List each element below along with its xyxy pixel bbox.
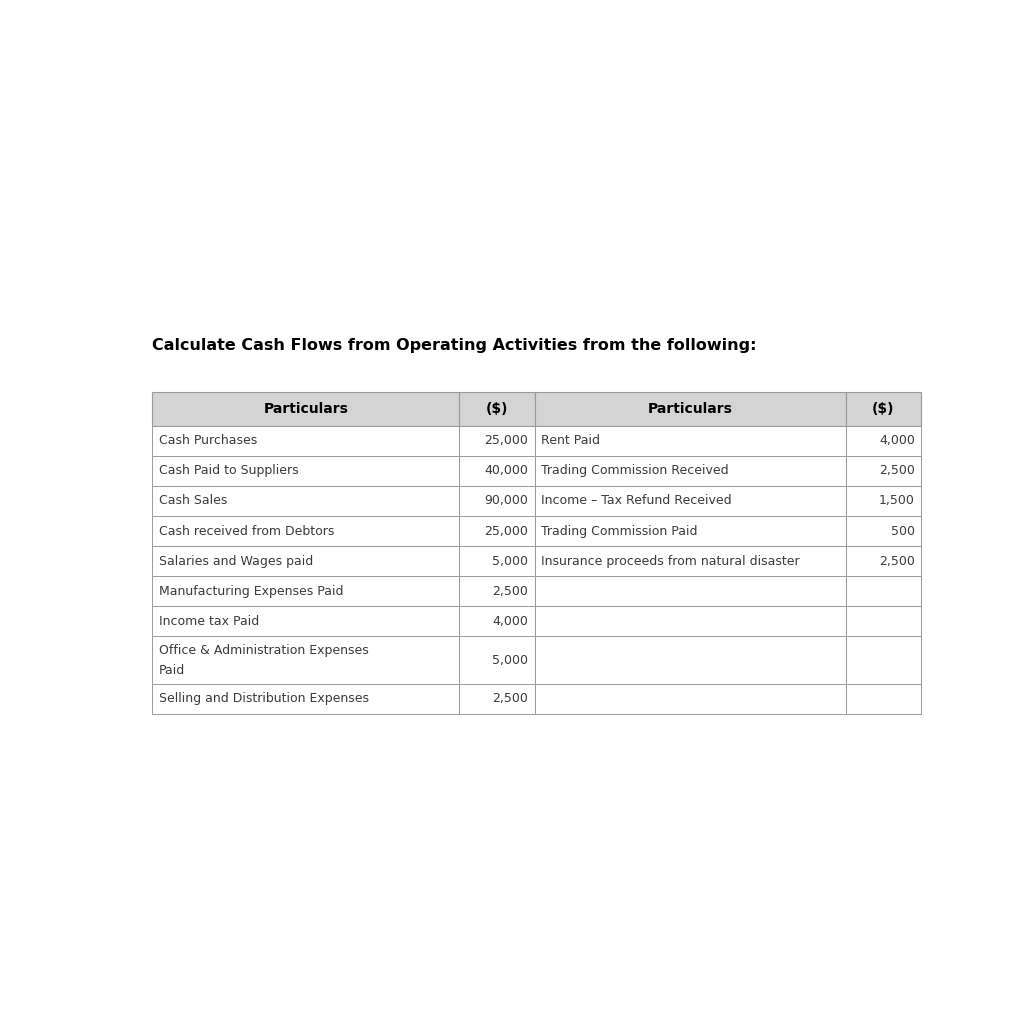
Bar xyxy=(460,393,535,426)
Bar xyxy=(535,607,845,636)
Text: 1,500: 1,500 xyxy=(879,494,915,508)
Bar xyxy=(846,684,921,713)
Text: ($): ($) xyxy=(872,402,894,416)
Text: 4,000: 4,000 xyxy=(492,615,528,628)
Bar xyxy=(152,607,460,636)
Bar xyxy=(152,486,460,516)
Text: Selling and Distribution Expenses: Selling and Distribution Expenses xyxy=(158,692,369,705)
Text: Income – Tax Refund Received: Income – Tax Refund Received xyxy=(541,494,732,508)
Text: Manufacturing Expenses Paid: Manufacturing Expenses Paid xyxy=(158,585,343,597)
Bar xyxy=(846,576,921,607)
Bar xyxy=(846,426,921,455)
Text: Salaries and Wages paid: Salaries and Wages paid xyxy=(158,554,313,567)
Text: 5,000: 5,000 xyxy=(492,654,528,666)
Bar xyxy=(152,455,460,486)
Text: Office & Administration Expenses: Office & Administration Expenses xyxy=(158,644,368,657)
Bar xyxy=(846,393,921,426)
Text: Cash Paid to Suppliers: Cash Paid to Suppliers xyxy=(158,465,298,477)
Bar xyxy=(152,393,460,426)
Text: Particulars: Particulars xyxy=(263,402,348,416)
Text: Cash received from Debtors: Cash received from Debtors xyxy=(158,524,334,538)
Text: 2,500: 2,500 xyxy=(879,465,915,477)
Bar xyxy=(460,516,535,546)
Bar xyxy=(152,636,460,684)
Text: Trading Commission Paid: Trading Commission Paid xyxy=(541,524,698,538)
Text: Rent Paid: Rent Paid xyxy=(541,434,600,447)
Bar xyxy=(535,486,845,516)
Bar xyxy=(152,516,460,546)
Bar xyxy=(846,486,921,516)
Bar xyxy=(535,546,845,576)
Text: 4,000: 4,000 xyxy=(879,434,915,447)
Text: Income tax Paid: Income tax Paid xyxy=(158,615,259,628)
Text: 25,000: 25,000 xyxy=(484,524,528,538)
Bar xyxy=(535,516,845,546)
Text: Trading Commission Received: Trading Commission Received xyxy=(541,465,729,477)
Bar xyxy=(460,486,535,516)
Text: 500: 500 xyxy=(891,524,915,538)
Bar xyxy=(152,426,460,455)
Bar xyxy=(846,636,921,684)
Bar xyxy=(460,684,535,713)
Text: 90,000: 90,000 xyxy=(484,494,528,508)
Bar xyxy=(152,684,460,713)
Bar xyxy=(535,426,845,455)
Text: Cash Purchases: Cash Purchases xyxy=(158,434,257,447)
Bar xyxy=(460,546,535,576)
Text: 2,500: 2,500 xyxy=(879,554,915,567)
Bar xyxy=(535,684,845,713)
Bar xyxy=(846,516,921,546)
Text: 2,500: 2,500 xyxy=(492,585,528,597)
Bar xyxy=(535,455,845,486)
Bar xyxy=(535,576,845,607)
Bar xyxy=(152,546,460,576)
Text: Insurance proceeds from natural disaster: Insurance proceeds from natural disaster xyxy=(541,554,800,567)
Bar xyxy=(460,636,535,684)
Bar xyxy=(152,576,460,607)
Text: 2,500: 2,500 xyxy=(492,692,528,705)
Bar xyxy=(460,426,535,455)
Bar xyxy=(460,576,535,607)
Bar xyxy=(535,393,845,426)
Text: 40,000: 40,000 xyxy=(484,465,528,477)
Text: Calculate Cash Flows from Operating Activities from the following:: Calculate Cash Flows from Operating Acti… xyxy=(152,338,757,353)
Bar xyxy=(460,607,535,636)
Bar xyxy=(846,455,921,486)
Text: 25,000: 25,000 xyxy=(484,434,528,447)
Bar xyxy=(846,607,921,636)
Bar xyxy=(535,636,845,684)
Text: Particulars: Particulars xyxy=(648,402,733,416)
Text: Cash Sales: Cash Sales xyxy=(158,494,227,508)
Text: ($): ($) xyxy=(485,402,508,416)
Text: Paid: Paid xyxy=(158,664,185,677)
Text: 5,000: 5,000 xyxy=(492,554,528,567)
Bar xyxy=(846,546,921,576)
Bar xyxy=(460,455,535,486)
